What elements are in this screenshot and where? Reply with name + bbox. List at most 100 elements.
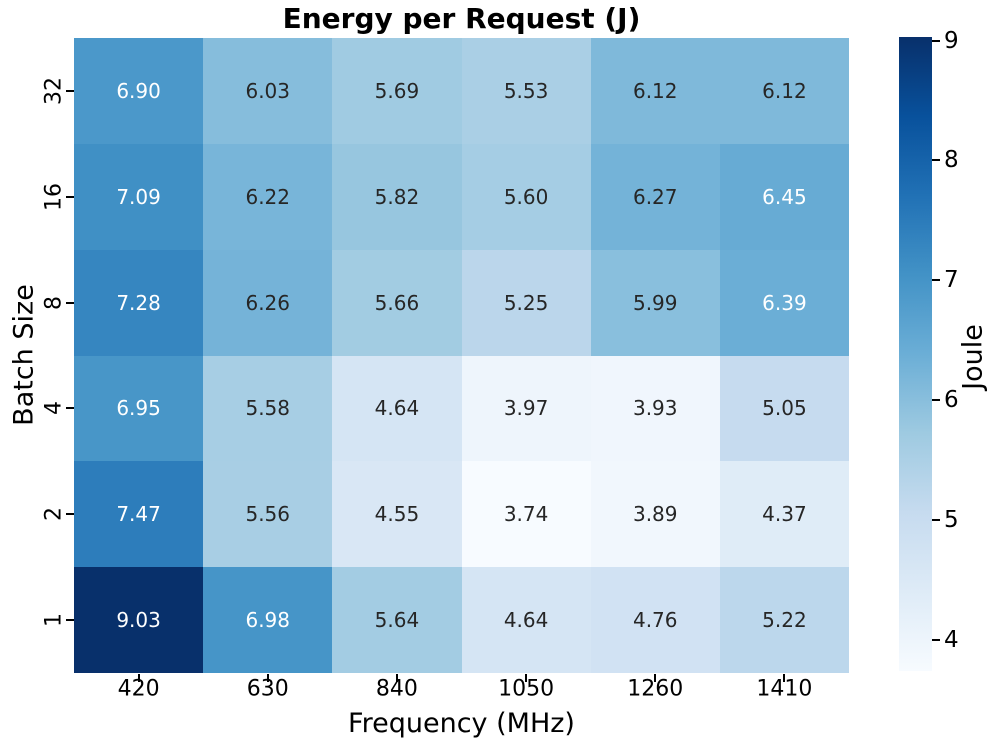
- heatmap-cell-value: 6.95: [116, 396, 161, 421]
- heatmap-cell: 6.90: [74, 38, 204, 144]
- heatmap-cell: 5.64: [332, 567, 462, 673]
- heatmap-cell: 3.97: [461, 355, 591, 462]
- heatmap-cell-value: 3.97: [503, 396, 549, 421]
- colorbar-tick-label: 4: [944, 626, 959, 653]
- heatmap-cell: 3.89: [590, 461, 720, 568]
- heatmap-cell-value: 5.25: [503, 290, 549, 315]
- tick-mark: [137, 674, 140, 682]
- colorbar-tick-label: 9: [944, 27, 959, 54]
- heatmap-cell-value: 3.93: [632, 396, 678, 421]
- tick-mark: [66, 619, 74, 622]
- colorbar-tick-label: 5: [944, 506, 959, 533]
- heatmap-cell: 5.05: [719, 355, 849, 462]
- tick-mark: [66, 89, 74, 92]
- heatmap-cell-value: 6.90: [116, 78, 161, 103]
- heatmap-cell-value: 7.09: [116, 184, 161, 209]
- heatmap-cell-value: 6.39: [762, 290, 807, 315]
- colorbar-tick-label: 7: [944, 267, 959, 294]
- heatmap-cell-value: 5.22: [762, 608, 807, 633]
- heatmap-cell: 5.25: [461, 249, 591, 356]
- heatmap-cell: 3.93: [590, 355, 720, 462]
- tick-mark: [266, 674, 269, 682]
- colorbar: [899, 37, 932, 671]
- heatmap-cell: 6.95: [74, 355, 204, 462]
- tick-mark: [783, 674, 786, 682]
- heatmap-cell-value: 7.47: [116, 502, 161, 527]
- tick-mark: [932, 159, 940, 162]
- heatmap-cell: 5.58: [203, 355, 333, 462]
- heatmap-cell-value: 4.55: [374, 502, 420, 527]
- heatmap-cell: 4.55: [332, 461, 462, 568]
- tick-mark: [66, 407, 74, 410]
- y-tick-label: 8: [41, 295, 67, 310]
- heatmap-cell: 5.22: [719, 567, 849, 673]
- heatmap-cell: 9.03: [74, 567, 204, 673]
- heatmap-cell-value: 6.98: [245, 608, 290, 633]
- y-axis-label: Batch Size: [8, 284, 40, 426]
- heatmap-cell: 4.64: [461, 567, 591, 673]
- heatmap-cell-value: 6.26: [245, 290, 290, 315]
- heatmap-cell-value: 5.05: [762, 396, 807, 421]
- heatmap-cell-value: 5.66: [374, 290, 420, 315]
- heatmap-cell-value: 4.64: [503, 608, 549, 633]
- heatmap-cell-value: 6.45: [762, 184, 807, 209]
- heatmap-cell: 6.03: [203, 38, 333, 144]
- heatmap-cell-value: 5.58: [245, 396, 290, 421]
- heatmap-cell-value: 5.69: [374, 78, 420, 103]
- heatmap-cell: 6.12: [590, 38, 720, 144]
- tick-mark: [932, 518, 940, 521]
- heatmap-cell-value: 5.82: [374, 184, 420, 209]
- colorbar-tick-label: 6: [944, 387, 959, 414]
- heatmap-cell-value: 7.28: [116, 290, 161, 315]
- heatmap-cell: 6.12: [719, 38, 849, 144]
- heatmap-cell-value: 5.99: [632, 290, 678, 315]
- tick-mark: [654, 674, 657, 682]
- tick-mark: [932, 399, 940, 402]
- y-tick-label: 2: [41, 507, 67, 522]
- heatmap-cell: 5.53: [461, 38, 591, 144]
- heatmap-cell-value: 5.64: [374, 608, 420, 633]
- tick-mark: [66, 195, 74, 198]
- heatmap-cell-value: 6.27: [632, 184, 678, 209]
- heatmap-cell: 4.37: [719, 461, 849, 568]
- heatmap-grid: 6.90 6.03 5.69 5.53 6.12 6.12 7.09 6.22 5.82 5.60…: [74, 38, 849, 673]
- heatmap-cell: 6.26: [203, 249, 333, 356]
- tick-mark: [932, 638, 940, 641]
- y-tick-label: 32: [41, 76, 67, 105]
- heatmap-cell-value: 4.37: [762, 502, 807, 527]
- heatmap-cell-value: 5.56: [245, 502, 290, 527]
- heatmap-cell: 5.60: [461, 143, 591, 250]
- heatmap-cell: 5.56: [203, 461, 333, 568]
- heatmap-cell-value: 4.64: [374, 396, 420, 421]
- heatmap-cell: 3.74: [461, 461, 591, 568]
- heatmap-cell-value: 3.74: [503, 502, 549, 527]
- tick-mark: [66, 513, 74, 516]
- heatmap-cell: 5.82: [332, 143, 462, 250]
- heatmap-cell-value: 5.60: [503, 184, 549, 209]
- colorbar-tick-label: 8: [944, 147, 959, 174]
- heatmap-cell-value: 4.76: [632, 608, 678, 633]
- heatmap-cell-value: 9.03: [116, 608, 161, 633]
- heatmap-cell: 6.98: [203, 567, 333, 673]
- heatmap-cell: 4.76: [590, 567, 720, 673]
- heatmap-cell: 5.99: [590, 249, 720, 356]
- tick-mark: [932, 39, 940, 42]
- y-tick-label: 4: [41, 401, 67, 416]
- tick-mark: [932, 279, 940, 282]
- colorbar-label: Joule: [957, 324, 989, 390]
- heatmap-cell: 6.27: [590, 143, 720, 250]
- heatmap-cell-value: 5.53: [503, 78, 549, 103]
- heatmap-cell: 5.69: [332, 38, 462, 144]
- heatmap-cell-value: 3.89: [632, 502, 678, 527]
- tick-mark: [525, 674, 528, 682]
- y-tick-label: 1: [41, 613, 67, 628]
- heatmap-cell-value: 6.12: [762, 78, 807, 103]
- tick-mark: [66, 301, 74, 304]
- heatmap-cell: 6.39: [719, 249, 849, 356]
- x-axis-label: Frequency (MHz): [348, 707, 575, 739]
- chart-title: Energy per Request (J): [282, 2, 641, 35]
- heatmap-cell: 4.64: [332, 355, 462, 462]
- heatmap-cell: 6.22: [203, 143, 333, 250]
- heatmap-cell: 5.66: [332, 249, 462, 356]
